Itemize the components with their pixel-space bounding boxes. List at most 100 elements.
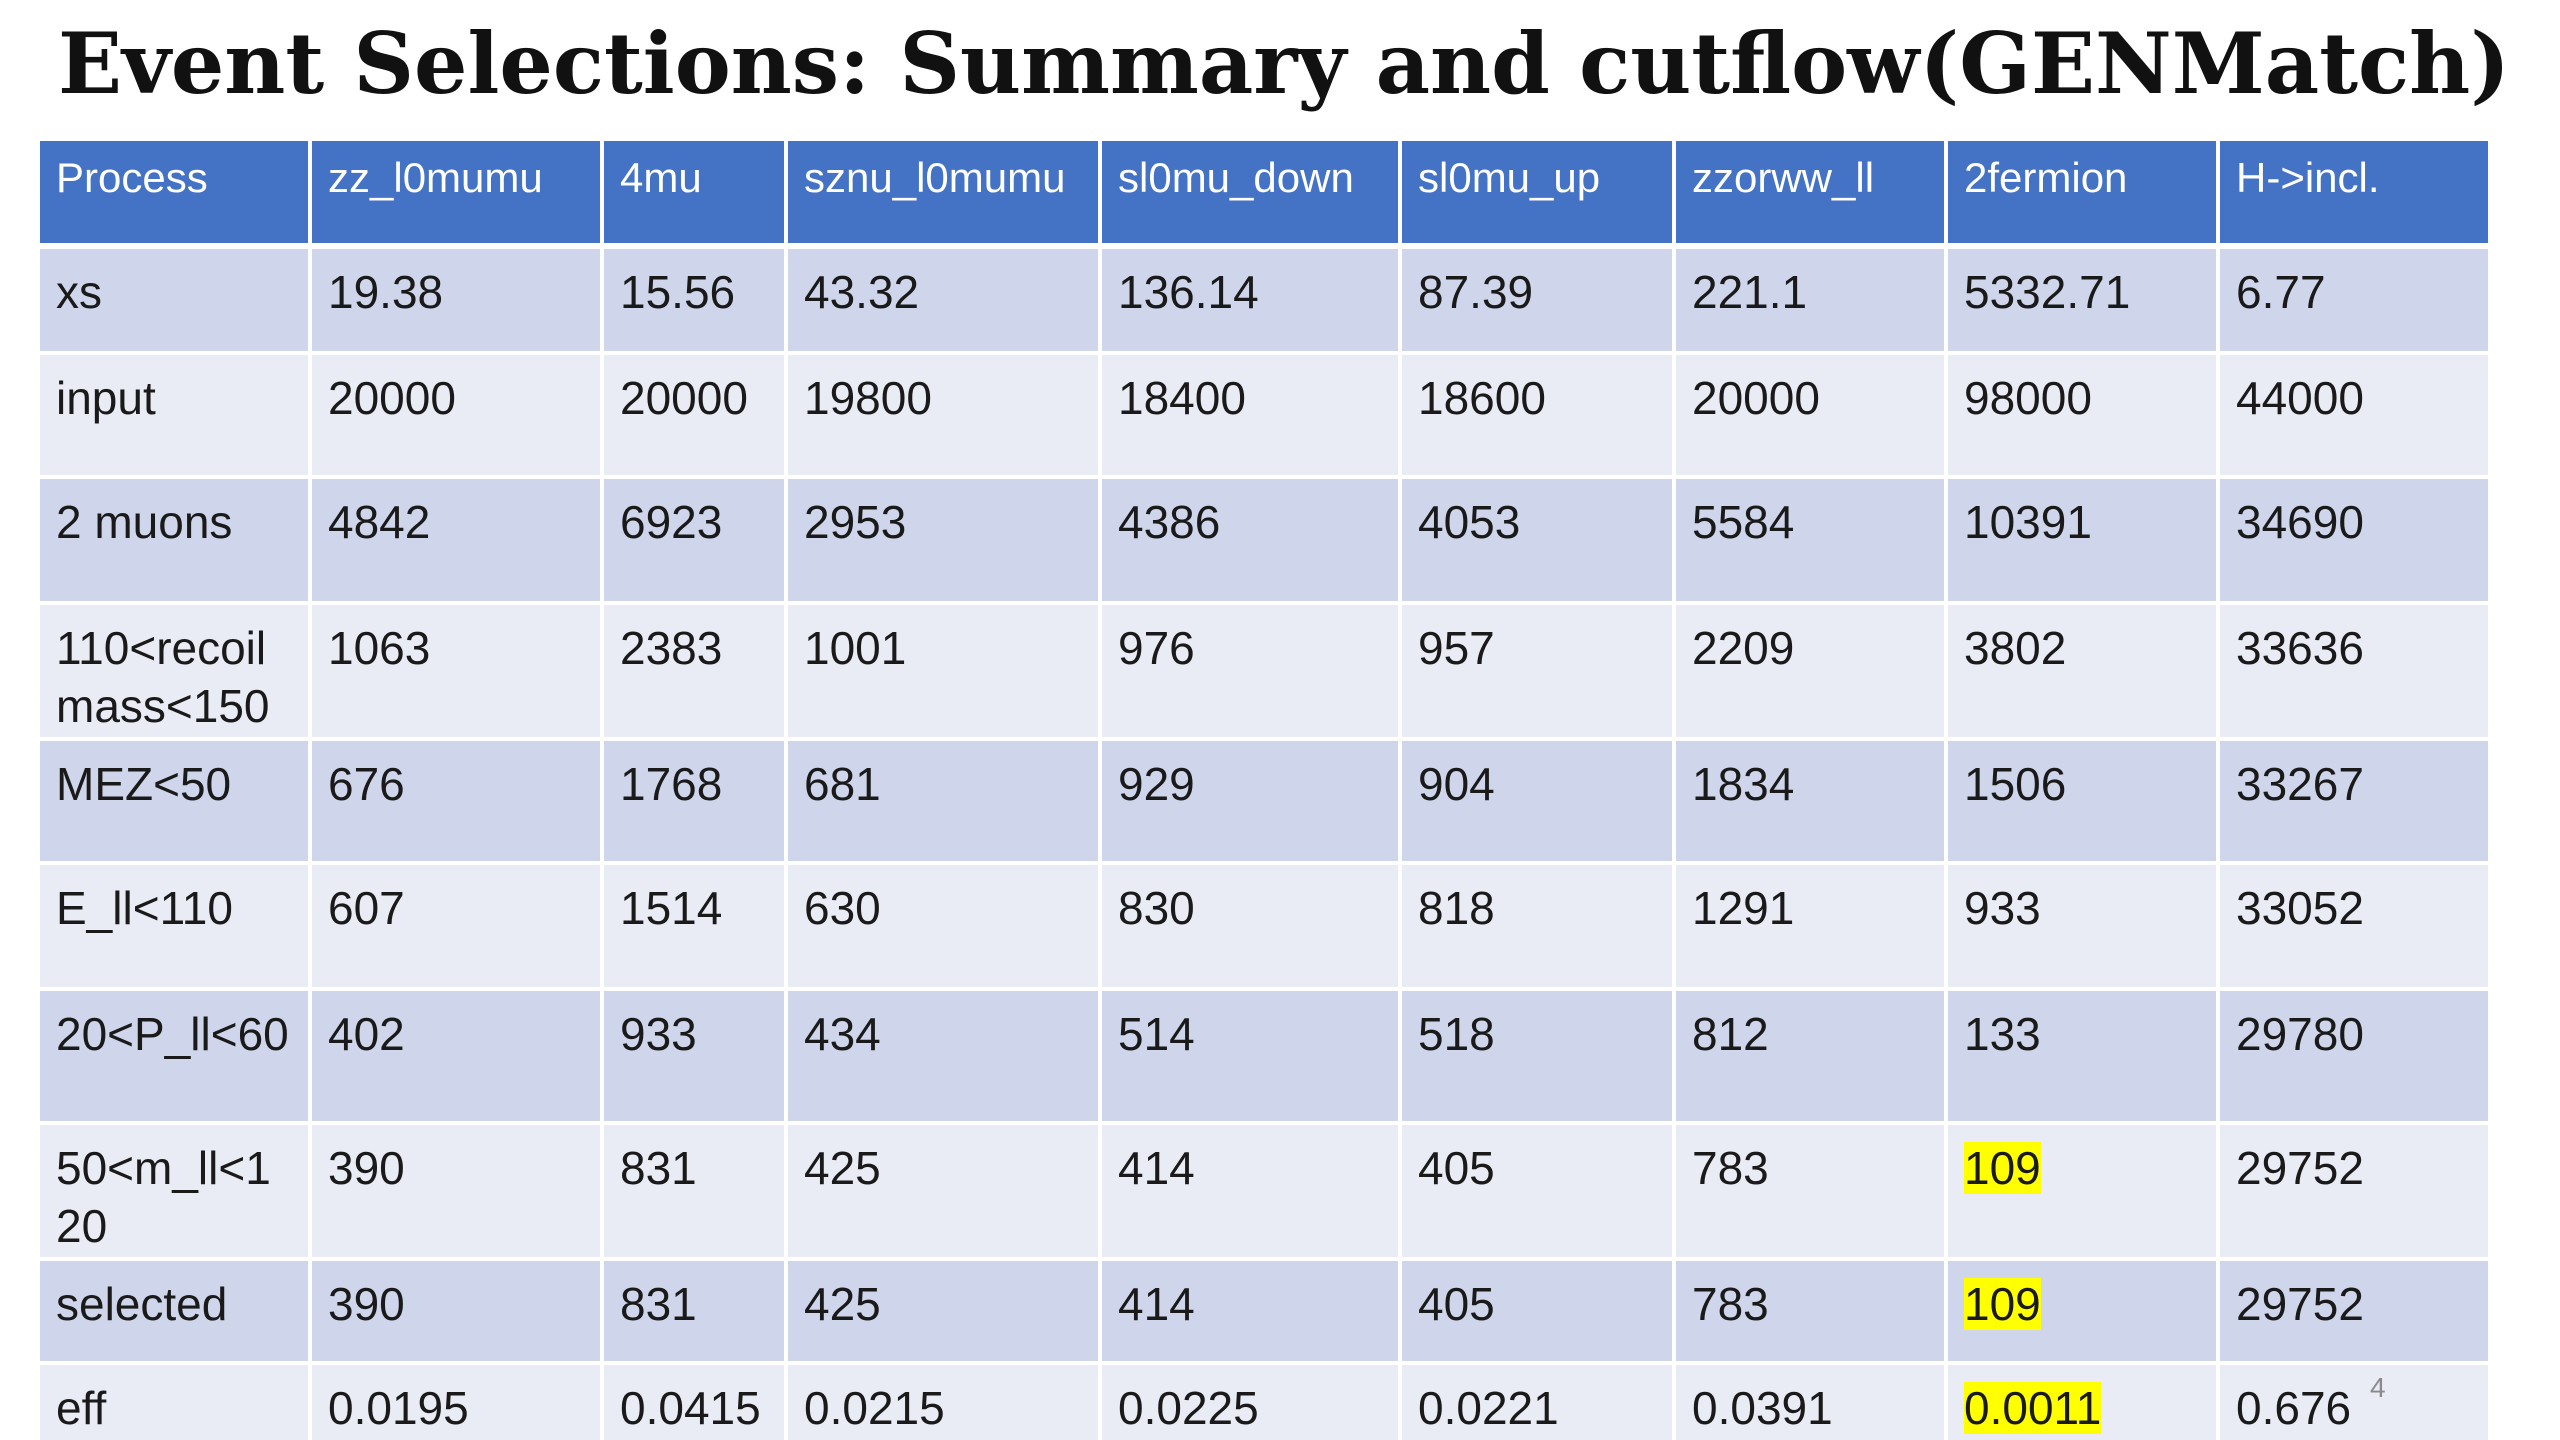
- table-cell: 1834: [1672, 737, 1948, 865]
- table-cell: 20000: [600, 351, 788, 479]
- table-cell: 33267: [2216, 737, 2492, 865]
- table-cell: 4842: [308, 475, 604, 605]
- column-header: sznu_l0mumu: [784, 137, 1102, 249]
- highlighted-value: 0.0011: [1964, 1382, 2102, 1434]
- row-label: selected: [36, 1257, 312, 1365]
- row-label: E_ll<110: [36, 861, 312, 991]
- table-cell: 1001: [784, 601, 1102, 741]
- table-cell: 0.0011: [1944, 1361, 2220, 1440]
- table-cell: 390: [308, 1257, 604, 1365]
- row-label: MEZ<50: [36, 737, 312, 865]
- column-header: sl0mu_down: [1098, 137, 1402, 249]
- table-cell: 20000: [1672, 351, 1948, 479]
- table-cell: 109: [1944, 1121, 2220, 1261]
- table-cell: 904: [1398, 737, 1676, 865]
- column-header: sl0mu_up: [1398, 137, 1676, 249]
- table-cell: 1506: [1944, 737, 2220, 865]
- row-label: xs: [36, 244, 312, 355]
- table-cell: 34690: [2216, 475, 2492, 605]
- row-label: 50<m_ll<120: [36, 1121, 312, 1261]
- table-cell: 19800: [784, 351, 1102, 479]
- table-cell: 630: [784, 861, 1102, 991]
- table-cell: 5584: [1672, 475, 1948, 605]
- table-cell: 2383: [600, 601, 788, 741]
- table-cell: 29752: [2216, 1257, 2492, 1365]
- table-cell: 0.676: [2216, 1361, 2492, 1440]
- cutflow-table: Process zz_l0mumu 4mu sznu_l0mumu sl0mu_…: [36, 137, 2492, 1440]
- table-cell: 0.0391: [1672, 1361, 1948, 1440]
- column-header: zzorww_ll: [1672, 137, 1948, 249]
- table-row: 2 muons 4842 6923 2953 4386 4053 5584 10391 3469…: [36, 475, 2492, 605]
- row-label: input: [36, 351, 312, 479]
- column-header: 2fermion: [1944, 137, 2220, 249]
- table-cell: 20000: [308, 351, 604, 479]
- column-header: H->incl.: [2216, 137, 2492, 249]
- table-row: 110<recoil mass<150 1063 2383 1001 976 957 220…: [36, 601, 2492, 741]
- table-row: 50<m_ll<120 390 831 425 414 405 783 109 29752: [36, 1121, 2492, 1261]
- table-cell: 830: [1098, 861, 1402, 991]
- page-number: 4: [2370, 1372, 2386, 1403]
- table-cell: 15.56: [600, 244, 788, 355]
- table-row: E_ll<110 607 1514 630 830 818 1291 933 33052: [36, 861, 2492, 991]
- table-cell: 681: [784, 737, 1102, 865]
- table-cell: 405: [1398, 1121, 1676, 1261]
- table-cell: 5332.71: [1944, 244, 2220, 355]
- table-row: eff 0.0195 0.0415 0.0215 0.0225 0.0221 0.0391 0…: [36, 1361, 2492, 1440]
- table-cell: 976: [1098, 601, 1402, 741]
- table-row: xs 19.38 15.56 43.32 136.14 87.39 221.1 5332.71…: [36, 244, 2492, 355]
- table-cell: 18600: [1398, 351, 1676, 479]
- table-cell: 29752: [2216, 1121, 2492, 1261]
- table-cell: 98000: [1944, 351, 2220, 479]
- column-header: Process: [36, 137, 312, 249]
- column-header: 4mu: [600, 137, 788, 249]
- table-cell: 2953: [784, 475, 1102, 605]
- highlighted-value: 109: [1964, 1278, 2041, 1330]
- row-label: 2 muons: [36, 475, 312, 605]
- table-cell: 4053: [1398, 475, 1676, 605]
- table-cell: 1514: [600, 861, 788, 991]
- table-row: MEZ<50 676 1768 681 929 904 1834 1506 33267: [36, 737, 2492, 865]
- table-cell: 518: [1398, 987, 1676, 1125]
- table-cell: 43.32: [784, 244, 1102, 355]
- table-row: input 20000 20000 19800 18400 18600 20000 98000…: [36, 351, 2492, 479]
- table-cell: 10391: [1944, 475, 2220, 605]
- table-cell: 1063: [308, 601, 604, 741]
- table-cell: 0.0195: [308, 1361, 604, 1440]
- table-cell: 44000: [2216, 351, 2492, 479]
- highlighted-value: 109: [1964, 1142, 2041, 1194]
- table-cell: 425: [784, 1257, 1102, 1365]
- table-cell: 1768: [600, 737, 788, 865]
- table-cell: 0.0415: [600, 1361, 788, 1440]
- table-cell: 812: [1672, 987, 1948, 1125]
- table-cell: 676: [308, 737, 604, 865]
- row-label: 20<P_ll<60: [36, 987, 312, 1125]
- table-cell: 136.14: [1098, 244, 1402, 355]
- table-cell: 783: [1672, 1257, 1948, 1365]
- table-cell: 514: [1098, 987, 1402, 1125]
- table-cell: 18400: [1098, 351, 1402, 479]
- table-cell: 405: [1398, 1257, 1676, 1365]
- row-label: eff: [36, 1361, 312, 1440]
- table-cell: 19.38: [308, 244, 604, 355]
- table-cell: 933: [600, 987, 788, 1125]
- table-cell: 6923: [600, 475, 788, 605]
- table-cell: 87.39: [1398, 244, 1676, 355]
- table-cell: 831: [600, 1121, 788, 1261]
- table-cell: 4386: [1098, 475, 1402, 605]
- table-cell: 929: [1098, 737, 1402, 865]
- table-cell: 818: [1398, 861, 1676, 991]
- table-cell: 29780: [2216, 987, 2492, 1125]
- table-cell: 221.1: [1672, 244, 1948, 355]
- table-cell: 0.0225: [1098, 1361, 1402, 1440]
- table-cell: 133: [1944, 987, 2220, 1125]
- table-cell: 607: [308, 861, 604, 991]
- table-cell: 0.0215: [784, 1361, 1102, 1440]
- table-cell: 0.0221: [1398, 1361, 1676, 1440]
- table-cell: 414: [1098, 1121, 1402, 1261]
- table-cell: 957: [1398, 601, 1676, 741]
- table-cell: 33052: [2216, 861, 2492, 991]
- table-cell: 109: [1944, 1257, 2220, 1365]
- table-cell: 2209: [1672, 601, 1948, 741]
- table-cell: 933: [1944, 861, 2220, 991]
